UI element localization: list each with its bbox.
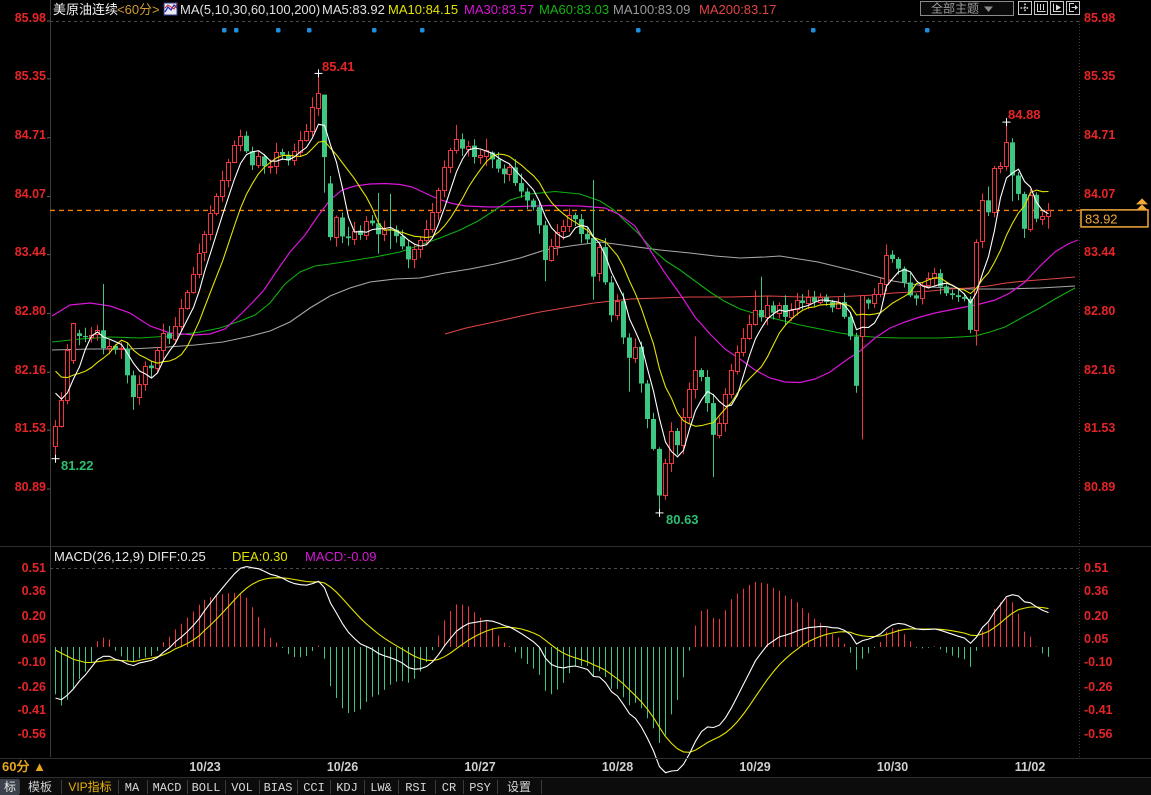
svg-text:11/02: 11/02 xyxy=(1015,760,1046,774)
svg-text:85.35: 85.35 xyxy=(15,69,46,83)
svg-text:RSI: RSI xyxy=(405,781,427,795)
svg-text:LW&: LW& xyxy=(370,781,392,795)
svg-text:82.80: 82.80 xyxy=(1084,304,1115,318)
svg-text:85.41: 85.41 xyxy=(322,59,355,74)
svg-text:MA200:83.17: MA200:83.17 xyxy=(699,2,776,17)
svg-text:MACD:-0.09: MACD:-0.09 xyxy=(305,549,377,564)
svg-text:80.89: 80.89 xyxy=(1084,480,1115,494)
svg-text:MA60:83.03: MA60:83.03 xyxy=(539,2,609,17)
svg-text:0.36: 0.36 xyxy=(1084,584,1108,598)
svg-text:-0.41: -0.41 xyxy=(18,703,47,717)
svg-text:84.71: 84.71 xyxy=(15,128,46,142)
svg-text:MA(5,10,30,60,100,200): MA(5,10,30,60,100,200) xyxy=(180,2,320,17)
svg-text:设置: 设置 xyxy=(507,780,531,794)
svg-text:0.36: 0.36 xyxy=(22,584,46,598)
svg-text:-0.26: -0.26 xyxy=(18,680,47,694)
svg-text:10/29: 10/29 xyxy=(739,760,770,774)
svg-text:-0.10: -0.10 xyxy=(18,655,47,669)
svg-text:84.07: 84.07 xyxy=(1084,187,1115,201)
svg-text:全部主题: 全部主题 xyxy=(931,1,979,16)
svg-text:MACD(26,12,9) DIFF:0.25: MACD(26,12,9) DIFF:0.25 xyxy=(54,549,206,564)
svg-text:0.20: 0.20 xyxy=(1084,609,1108,623)
svg-text:MA: MA xyxy=(125,781,140,795)
svg-text:0.20: 0.20 xyxy=(22,609,46,623)
svg-text:-0.56: -0.56 xyxy=(18,727,47,741)
svg-text:80.89: 80.89 xyxy=(15,480,46,494)
svg-text:85.35: 85.35 xyxy=(1084,69,1115,83)
svg-text:-0.10: -0.10 xyxy=(1084,655,1113,669)
svg-text:10/23: 10/23 xyxy=(189,760,220,774)
svg-text:83.92: 83.92 xyxy=(1085,211,1118,226)
svg-text:84.88: 84.88 xyxy=(1008,107,1041,122)
svg-text:MA10:84.15: MA10:84.15 xyxy=(388,2,458,17)
svg-text:85.98: 85.98 xyxy=(15,11,46,25)
svg-text:84.07: 84.07 xyxy=(15,187,46,201)
svg-text:81.53: 81.53 xyxy=(1084,421,1115,435)
svg-text:0.05: 0.05 xyxy=(1084,632,1108,646)
svg-text:PSY: PSY xyxy=(469,781,491,795)
svg-text:82.16: 82.16 xyxy=(1084,363,1115,377)
svg-text:VOL: VOL xyxy=(231,781,253,795)
svg-text:KDJ: KDJ xyxy=(336,781,358,795)
svg-text:CR: CR xyxy=(442,781,456,795)
svg-text:10/28: 10/28 xyxy=(602,760,633,774)
svg-text:0.05: 0.05 xyxy=(22,632,46,646)
svg-text:10/27: 10/27 xyxy=(464,760,495,774)
svg-text:美原油连续: 美原油连续 xyxy=(53,2,118,17)
svg-text:-0.41: -0.41 xyxy=(1084,703,1113,717)
svg-text:83.44: 83.44 xyxy=(15,245,46,259)
svg-text:0.51: 0.51 xyxy=(1084,561,1108,575)
svg-text:MA30:83.57: MA30:83.57 xyxy=(464,2,534,17)
svg-text:83.44: 83.44 xyxy=(1084,245,1115,259)
svg-text:<60分>: <60分> xyxy=(117,2,160,17)
svg-text:81.22: 81.22 xyxy=(61,458,94,473)
svg-text:标: 标 xyxy=(4,780,16,794)
svg-text:-0.26: -0.26 xyxy=(1084,680,1113,694)
svg-text:-0.56: -0.56 xyxy=(1084,727,1113,741)
svg-text:81.53: 81.53 xyxy=(15,421,46,435)
svg-text:MACD: MACD xyxy=(153,781,182,795)
svg-text:MA5:83.92: MA5:83.92 xyxy=(322,2,385,17)
svg-text:0.51: 0.51 xyxy=(22,561,46,575)
svg-text:MA100:83.09: MA100:83.09 xyxy=(613,2,690,17)
svg-text:BIAS: BIAS xyxy=(264,781,293,795)
svg-text:DEA:0.30: DEA:0.30 xyxy=(232,549,288,564)
svg-text:CCI: CCI xyxy=(303,781,325,795)
svg-text:80.63: 80.63 xyxy=(666,512,699,527)
svg-text:模板: 模板 xyxy=(28,780,52,794)
svg-text:84.71: 84.71 xyxy=(1084,128,1115,142)
svg-text:VIP指标: VIP指标 xyxy=(68,779,111,794)
svg-text:85.98: 85.98 xyxy=(1084,11,1115,25)
svg-text:10/26: 10/26 xyxy=(327,760,358,774)
svg-text:10/30: 10/30 xyxy=(877,760,908,774)
svg-text:82.80: 82.80 xyxy=(15,304,46,318)
svg-text:60分 ▲: 60分 ▲ xyxy=(2,759,46,774)
svg-text:82.16: 82.16 xyxy=(15,363,46,377)
svg-text:BOLL: BOLL xyxy=(192,781,221,795)
